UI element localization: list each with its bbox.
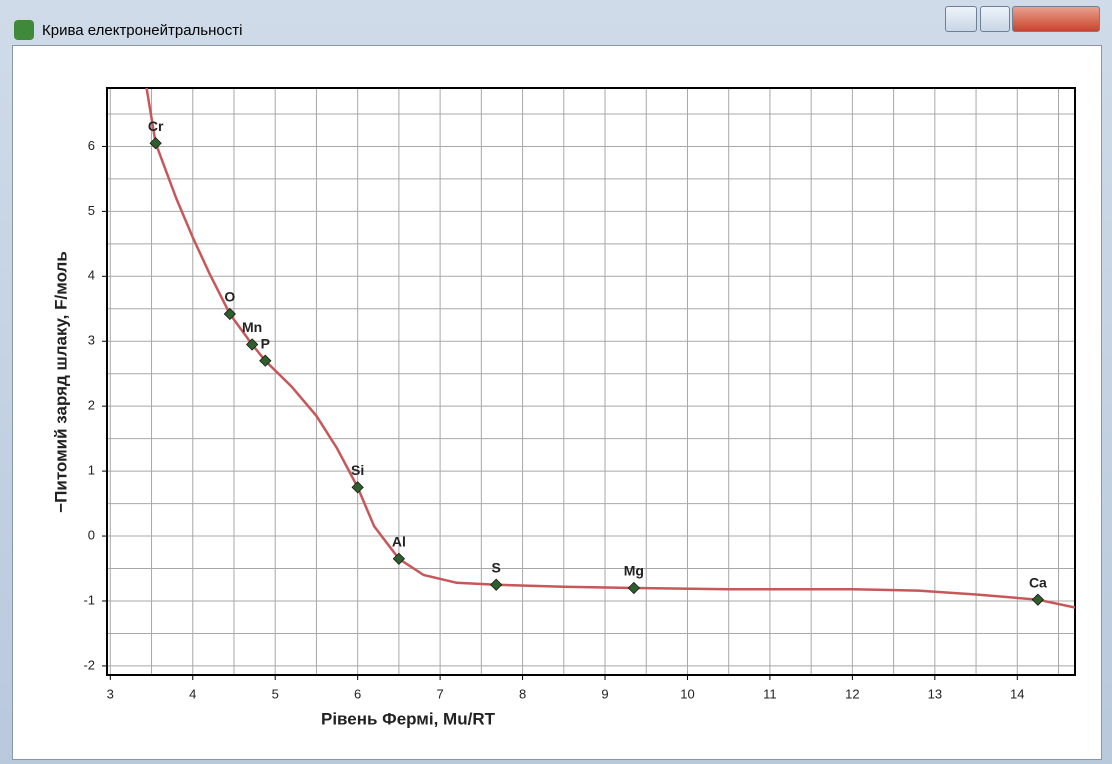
- y-tick-label: 1: [88, 463, 95, 478]
- x-tick-label: 5: [272, 686, 279, 701]
- x-tick-label: 6: [354, 686, 361, 701]
- y-tick-label: -1: [83, 592, 95, 607]
- x-axis-label: Рівень Фермі, Mu/RT: [321, 709, 496, 728]
- curve: [147, 88, 1075, 607]
- x-tick-label: 13: [928, 686, 942, 701]
- point-label: O: [224, 289, 235, 305]
- point-label: Cr: [148, 118, 164, 134]
- x-tick-label: 7: [436, 686, 443, 701]
- point-label: Ca: [1029, 574, 1047, 590]
- x-tick-label: 10: [680, 686, 694, 701]
- y-tick-label: 5: [88, 203, 95, 218]
- point-label: Al: [392, 533, 406, 549]
- x-tick-label: 9: [601, 686, 608, 701]
- point-label: Mg: [624, 563, 644, 579]
- y-tick-label: 3: [88, 333, 95, 348]
- x-tick-label: 11: [763, 686, 777, 701]
- data-point: [491, 579, 502, 590]
- x-tick-label: 12: [845, 686, 859, 701]
- x-tick-label: 3: [107, 686, 114, 701]
- point-label: Mn: [242, 319, 262, 335]
- point-label: Si: [351, 462, 364, 478]
- data-point: [628, 582, 639, 593]
- y-tick-label: 2: [88, 398, 95, 413]
- y-tick-label: 6: [88, 138, 95, 153]
- chart: Рівень Фермі, Mu/RT −Питомий заряд шлаку…: [0, 0, 1112, 764]
- x-tick-label: 14: [1010, 686, 1024, 701]
- y-tick-label: -2: [83, 657, 95, 672]
- window: Крива електронейтральності Рівень Фермі,…: [0, 0, 1112, 764]
- data-point: [1032, 594, 1043, 605]
- point-label: P: [261, 335, 270, 351]
- x-tick-label: 8: [519, 686, 526, 701]
- page: Крива електронейтральності Рівень Фермі,…: [0, 0, 1112, 764]
- y-tick-label: 4: [88, 268, 95, 283]
- data-point: [352, 482, 363, 493]
- y-axis-label: −Питомий заряд шлаку, F/моль: [51, 251, 70, 513]
- point-label: S: [492, 559, 501, 575]
- x-tick-label: 4: [189, 686, 196, 701]
- y-tick-label: 0: [88, 527, 95, 542]
